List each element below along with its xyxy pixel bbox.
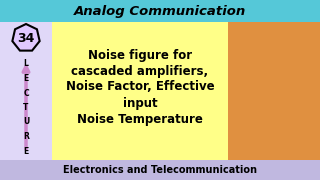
- Text: 34: 34: [17, 31, 35, 44]
- Text: R: R: [23, 132, 29, 141]
- Text: E: E: [23, 74, 28, 83]
- Text: T: T: [23, 103, 29, 112]
- Text: Analog Communication: Analog Communication: [74, 4, 246, 17]
- Bar: [0, 22, 52, 160]
- Text: Noise Factor, Effective: Noise Factor, Effective: [66, 80, 214, 93]
- Text: Noise Temperature: Noise Temperature: [77, 112, 203, 125]
- Text: cascaded amplifiers,: cascaded amplifiers,: [71, 64, 209, 78]
- Text: C: C: [23, 89, 29, 98]
- Bar: [0, 160, 320, 180]
- Text: input: input: [123, 96, 157, 109]
- Text: E: E: [23, 147, 28, 156]
- Polygon shape: [12, 24, 40, 51]
- Bar: [0, 0, 320, 22]
- Text: L: L: [24, 60, 28, 69]
- Bar: [228, 22, 320, 160]
- Text: Noise figure for: Noise figure for: [88, 48, 192, 62]
- Text: Electronics and Telecommunication: Electronics and Telecommunication: [63, 165, 257, 175]
- Text: U: U: [23, 118, 29, 127]
